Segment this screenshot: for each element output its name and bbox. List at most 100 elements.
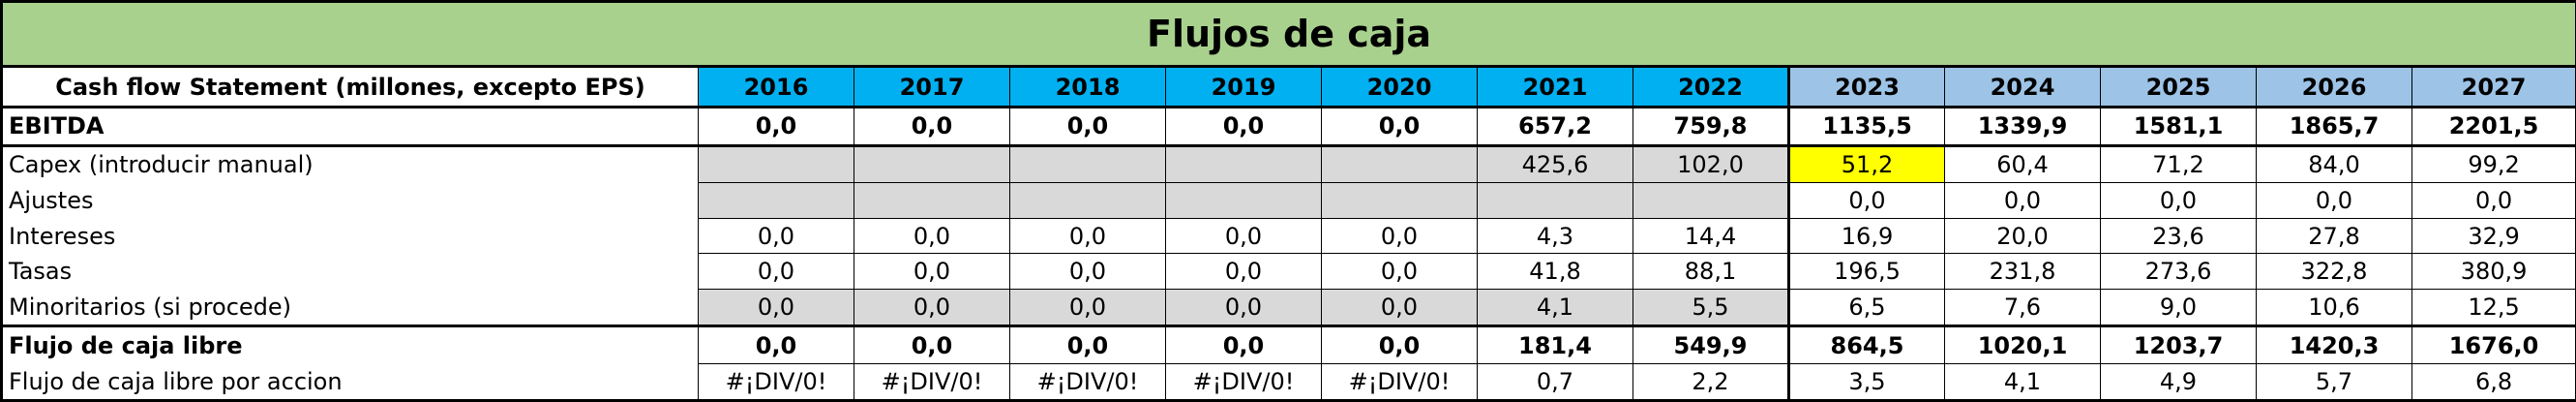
year-header-2017[interactable]: 2017 bbox=[854, 65, 1010, 109]
year-header-2022[interactable]: 2022 bbox=[1632, 65, 1789, 109]
value-cell-2018[interactable]: 0,0 bbox=[1009, 325, 1166, 364]
value-cell-2022[interactable]: 759,8 bbox=[1632, 107, 1789, 147]
value-cell-2022[interactable]: 549,9 bbox=[1632, 325, 1789, 364]
value-cell-2023[interactable]: 51,2 bbox=[1787, 144, 1945, 184]
value-cell-2027[interactable]: 380,9 bbox=[2411, 253, 2576, 291]
year-header-2020[interactable]: 2020 bbox=[1321, 65, 1478, 109]
year-header-2019[interactable]: 2019 bbox=[1165, 65, 1322, 109]
value-cell-2018[interactable]: #¡DIV/0! bbox=[1009, 362, 1166, 402]
value-cell-2022[interactable]: 88,1 bbox=[1632, 253, 1789, 291]
value-cell-2023[interactable]: 16,9 bbox=[1787, 217, 1945, 255]
value-cell-2027[interactable]: 6,8 bbox=[2411, 362, 2576, 402]
row-label-cell[interactable]: Capex (introducir manual) bbox=[0, 145, 699, 183]
value-cell-2020[interactable]: #¡DIV/0! bbox=[1321, 362, 1478, 402]
value-cell-2020[interactable] bbox=[1321, 144, 1478, 184]
value-cell-2017[interactable] bbox=[854, 182, 1010, 219]
value-cell-2016[interactable]: 0,0 bbox=[698, 289, 854, 327]
value-cell-2025[interactable]: 1203,7 bbox=[2100, 325, 2257, 364]
value-cell-2024[interactable]: 0,0 bbox=[1944, 182, 2101, 219]
value-cell-2022[interactable]: 2,2 bbox=[1632, 362, 1789, 402]
year-header-2024[interactable]: 2024 bbox=[1944, 65, 2101, 109]
value-cell-2025[interactable]: 1581,1 bbox=[2100, 107, 2257, 147]
value-cell-2026[interactable]: 84,0 bbox=[2256, 144, 2412, 184]
row-label-cell[interactable]: Flujo de caja libre bbox=[0, 325, 699, 364]
value-cell-2027[interactable]: 32,9 bbox=[2411, 217, 2576, 255]
value-cell-2016[interactable] bbox=[698, 144, 854, 184]
value-cell-2025[interactable]: 0,0 bbox=[2100, 182, 2257, 219]
row-label-cell[interactable]: Intereses bbox=[0, 218, 699, 254]
value-cell-2022[interactable]: 14,4 bbox=[1632, 217, 1789, 255]
header-label-cell[interactable]: Cash flow Statement (millones, excepto E… bbox=[0, 65, 699, 109]
value-cell-2024[interactable]: 1020,1 bbox=[1944, 325, 2101, 364]
value-cell-2026[interactable]: 10,6 bbox=[2256, 289, 2412, 327]
value-cell-2016[interactable]: 0,0 bbox=[698, 253, 854, 291]
value-cell-2021[interactable]: 4,3 bbox=[1477, 217, 1633, 255]
value-cell-2021[interactable]: 181,4 bbox=[1477, 325, 1633, 364]
year-header-2018[interactable]: 2018 bbox=[1009, 65, 1166, 109]
value-cell-2027[interactable]: 12,5 bbox=[2411, 289, 2576, 327]
value-cell-2027[interactable]: 0,0 bbox=[2411, 182, 2576, 219]
value-cell-2023[interactable]: 196,5 bbox=[1787, 253, 1945, 291]
value-cell-2019[interactable]: #¡DIV/0! bbox=[1165, 362, 1322, 402]
value-cell-2019[interactable] bbox=[1165, 182, 1322, 219]
value-cell-2022[interactable] bbox=[1632, 182, 1789, 219]
value-cell-2021[interactable]: 4,1 bbox=[1477, 289, 1633, 327]
value-cell-2024[interactable]: 231,8 bbox=[1944, 253, 2101, 291]
value-cell-2021[interactable]: 657,2 bbox=[1477, 107, 1633, 147]
value-cell-2018[interactable]: 0,0 bbox=[1009, 107, 1166, 147]
value-cell-2018[interactable]: 0,0 bbox=[1009, 217, 1166, 255]
value-cell-2027[interactable]: 2201,5 bbox=[2411, 107, 2576, 147]
value-cell-2026[interactable]: 27,8 bbox=[2256, 217, 2412, 255]
sheet-title[interactable]: Flujos de caja bbox=[0, 0, 2576, 69]
value-cell-2024[interactable]: 1339,9 bbox=[1944, 107, 2101, 147]
value-cell-2024[interactable]: 20,0 bbox=[1944, 217, 2101, 255]
value-cell-2017[interactable]: 0,0 bbox=[854, 107, 1010, 147]
value-cell-2021[interactable]: 0,7 bbox=[1477, 362, 1633, 402]
value-cell-2016[interactable]: 0,0 bbox=[698, 107, 854, 147]
value-cell-2023[interactable]: 0,0 bbox=[1787, 182, 1945, 219]
value-cell-2025[interactable]: 9,0 bbox=[2100, 289, 2257, 327]
value-cell-2019[interactable]: 0,0 bbox=[1165, 325, 1322, 364]
year-header-2023[interactable]: 2023 bbox=[1787, 65, 1945, 109]
value-cell-2024[interactable]: 4,1 bbox=[1944, 362, 2101, 402]
value-cell-2018[interactable]: 0,0 bbox=[1009, 253, 1166, 291]
value-cell-2025[interactable]: 71,2 bbox=[2100, 144, 2257, 184]
value-cell-2025[interactable]: 23,6 bbox=[2100, 217, 2257, 255]
value-cell-2026[interactable]: 5,7 bbox=[2256, 362, 2412, 402]
value-cell-2018[interactable] bbox=[1009, 182, 1166, 219]
value-cell-2026[interactable]: 1420,3 bbox=[2256, 325, 2412, 364]
value-cell-2023[interactable]: 6,5 bbox=[1787, 289, 1945, 327]
value-cell-2020[interactable]: 0,0 bbox=[1321, 107, 1478, 147]
value-cell-2023[interactable]: 864,5 bbox=[1787, 325, 1945, 364]
row-label-cell[interactable]: Flujo de caja libre por accion bbox=[0, 363, 699, 402]
value-cell-2016[interactable]: 0,0 bbox=[698, 325, 854, 364]
value-cell-2019[interactable]: 0,0 bbox=[1165, 289, 1322, 327]
value-cell-2019[interactable]: 0,0 bbox=[1165, 217, 1322, 255]
year-header-2027[interactable]: 2027 bbox=[2411, 65, 2576, 109]
value-cell-2023[interactable]: 1135,5 bbox=[1787, 107, 1945, 147]
value-cell-2019[interactable] bbox=[1165, 144, 1322, 184]
row-label-cell[interactable]: EBITDA bbox=[0, 107, 699, 147]
value-cell-2020[interactable] bbox=[1321, 182, 1478, 219]
value-cell-2026[interactable]: 1865,7 bbox=[2256, 107, 2412, 147]
row-label-cell[interactable]: Minoritarios (si procede) bbox=[0, 289, 699, 326]
value-cell-2022[interactable]: 5,5 bbox=[1632, 289, 1789, 327]
value-cell-2017[interactable]: 0,0 bbox=[854, 217, 1010, 255]
value-cell-2017[interactable] bbox=[854, 144, 1010, 184]
value-cell-2020[interactable]: 0,0 bbox=[1321, 325, 1478, 364]
value-cell-2021[interactable]: 41,8 bbox=[1477, 253, 1633, 291]
value-cell-2017[interactable]: #¡DIV/0! bbox=[854, 362, 1010, 402]
value-cell-2019[interactable]: 0,0 bbox=[1165, 253, 1322, 291]
value-cell-2018[interactable]: 0,0 bbox=[1009, 289, 1166, 327]
year-header-2026[interactable]: 2026 bbox=[2256, 65, 2412, 109]
value-cell-2025[interactable]: 4,9 bbox=[2100, 362, 2257, 402]
year-header-2025[interactable]: 2025 bbox=[2100, 65, 2257, 109]
value-cell-2016[interactable] bbox=[698, 182, 854, 219]
value-cell-2019[interactable]: 0,0 bbox=[1165, 107, 1322, 147]
value-cell-2017[interactable]: 0,0 bbox=[854, 253, 1010, 291]
value-cell-2021[interactable]: 425,6 bbox=[1477, 144, 1633, 184]
value-cell-2026[interactable]: 0,0 bbox=[2256, 182, 2412, 219]
value-cell-2023[interactable]: 3,5 bbox=[1787, 362, 1945, 402]
value-cell-2020[interactable]: 0,0 bbox=[1321, 289, 1478, 327]
value-cell-2017[interactable]: 0,0 bbox=[854, 325, 1010, 364]
